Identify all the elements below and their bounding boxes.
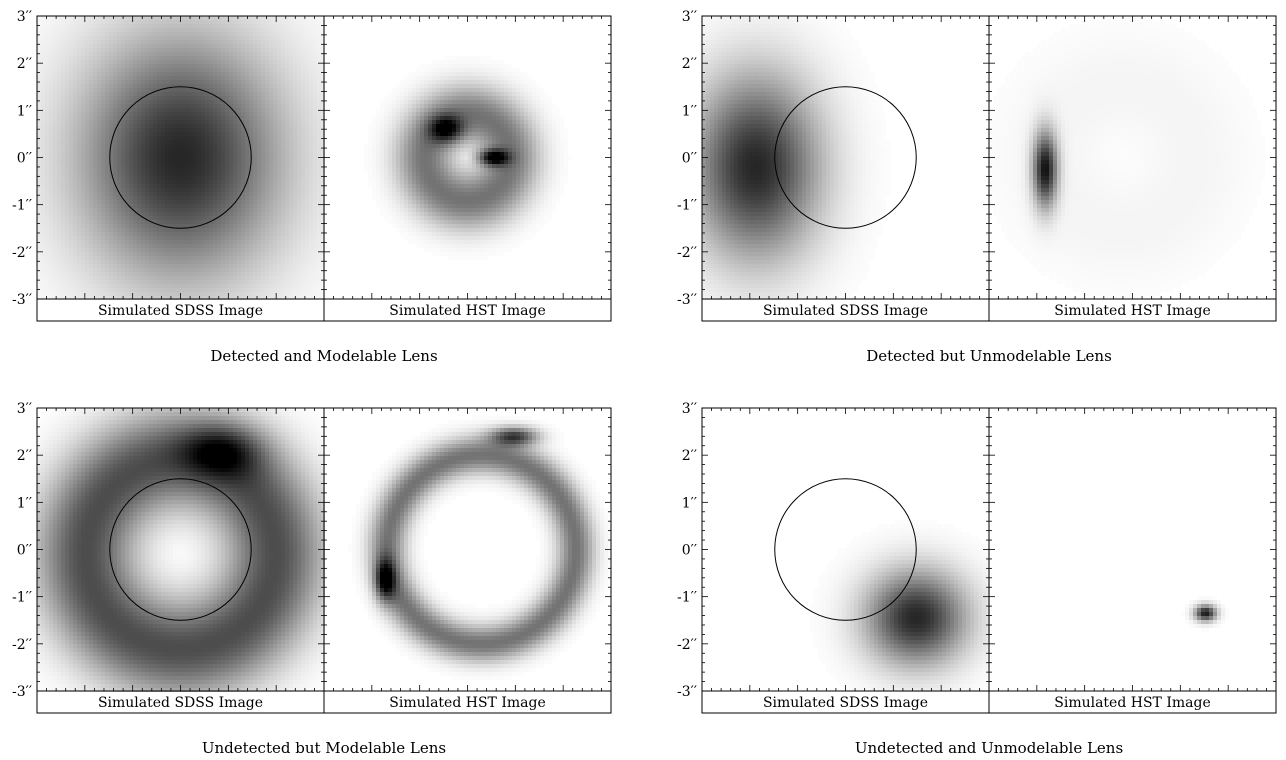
y-tick-label: 1′′ bbox=[682, 495, 697, 511]
panel-caption: Detected and Modelable Lens bbox=[210, 347, 437, 365]
axis-ticks bbox=[701, 407, 1277, 692]
y-tick-label: -1′′ bbox=[677, 590, 697, 606]
fiber-aperture-circle bbox=[774, 86, 917, 229]
y-tick-label: 1′′ bbox=[682, 103, 697, 119]
y-tick-label: -1′′ bbox=[677, 198, 697, 214]
lens-panel: 3′′ 2′′ 1′′ 0′′ -1′′ -2′′ -3′′ Simulated SDSS I… bbox=[677, 401, 1277, 757]
y-tick-label: -2′′ bbox=[677, 245, 697, 261]
y-tick-label: 2′′ bbox=[682, 56, 697, 72]
lens-panel: 3′′ 2′′ 1′′ 0′′ -1′′ -2′′ -3′′ Simulated SDSS I… bbox=[677, 9, 1277, 365]
fiber-aperture-circle bbox=[774, 478, 917, 621]
y-tick-label: -2′′ bbox=[677, 637, 697, 653]
sdss-label: Simulated SDSS Image bbox=[763, 695, 928, 711]
lens-panel: 3′′ 2′′ 1′′ 0′′ -1′′ -2′′ -3′′ Simulated SDSS I… bbox=[12, 401, 612, 757]
hst-image bbox=[989, 16, 1265, 300]
axis-ticks bbox=[36, 15, 612, 300]
y-tick-label: -2′′ bbox=[12, 637, 32, 653]
sdss-image bbox=[810, 520, 990, 692]
y-tick-label: 2′′ bbox=[17, 56, 32, 72]
y-tick-label: 1′′ bbox=[17, 495, 32, 511]
sdss-image bbox=[702, 16, 890, 300]
axis-ticks bbox=[36, 407, 612, 692]
y-tick-label: 3′′ bbox=[17, 401, 32, 417]
hst-image bbox=[364, 56, 572, 260]
sdss-image bbox=[37, 16, 325, 300]
y-tick-label: -3′′ bbox=[12, 292, 32, 308]
sdss-image bbox=[37, 408, 325, 692]
fiber-aperture-circle bbox=[109, 86, 252, 229]
y-tick-label: 0′′ bbox=[682, 543, 697, 559]
y-tick-label: 3′′ bbox=[682, 9, 697, 25]
y-tick-label: -3′′ bbox=[677, 684, 697, 700]
y-tick-label: -2′′ bbox=[12, 245, 32, 261]
panel-caption: Undetected and Unmodelable Lens bbox=[855, 739, 1123, 757]
hst-label: Simulated HST Image bbox=[1054, 303, 1211, 319]
y-tick-label: 2′′ bbox=[682, 448, 697, 464]
lens-panel: 3′′ 2′′ 1′′ 0′′ -1′′ -2′′ -3′′ Simulated SDSS I… bbox=[12, 9, 612, 365]
hst-label: Simulated HST Image bbox=[389, 303, 546, 319]
y-tick-label: -1′′ bbox=[12, 198, 32, 214]
sdss-label: Simulated SDSS Image bbox=[98, 695, 263, 711]
y-tick-label: 3′′ bbox=[682, 401, 697, 417]
y-tick-label: 0′′ bbox=[17, 543, 32, 559]
fiber-aperture-circle bbox=[109, 478, 252, 621]
y-tick-label: 1′′ bbox=[17, 103, 32, 119]
hst-image bbox=[348, 416, 612, 680]
y-tick-label: -3′′ bbox=[677, 292, 697, 308]
panel-grid: 3′′ 2′′ 1′′ 0′′ -1′′ -2′′ -3′′ Simulated SDSS I… bbox=[12, 9, 1277, 757]
y-tick-label: 2′′ bbox=[17, 448, 32, 464]
hst-label: Simulated HST Image bbox=[389, 695, 546, 711]
y-tick-label: 0′′ bbox=[17, 151, 32, 167]
y-tick-label: -1′′ bbox=[12, 590, 32, 606]
sdss-label: Simulated SDSS Image bbox=[98, 303, 263, 319]
y-tick-label: 3′′ bbox=[17, 9, 32, 25]
y-tick-label: 0′′ bbox=[682, 151, 697, 167]
panel-caption: Undetected but Modelable Lens bbox=[202, 739, 446, 757]
y-tick-label: -3′′ bbox=[12, 684, 32, 700]
hst-label: Simulated HST Image bbox=[1054, 695, 1211, 711]
sdss-label: Simulated SDSS Image bbox=[763, 303, 928, 319]
hst-image bbox=[1181, 596, 1229, 632]
axis-ticks bbox=[701, 15, 1277, 300]
panel-caption: Detected but Unmodelable Lens bbox=[866, 347, 1112, 365]
